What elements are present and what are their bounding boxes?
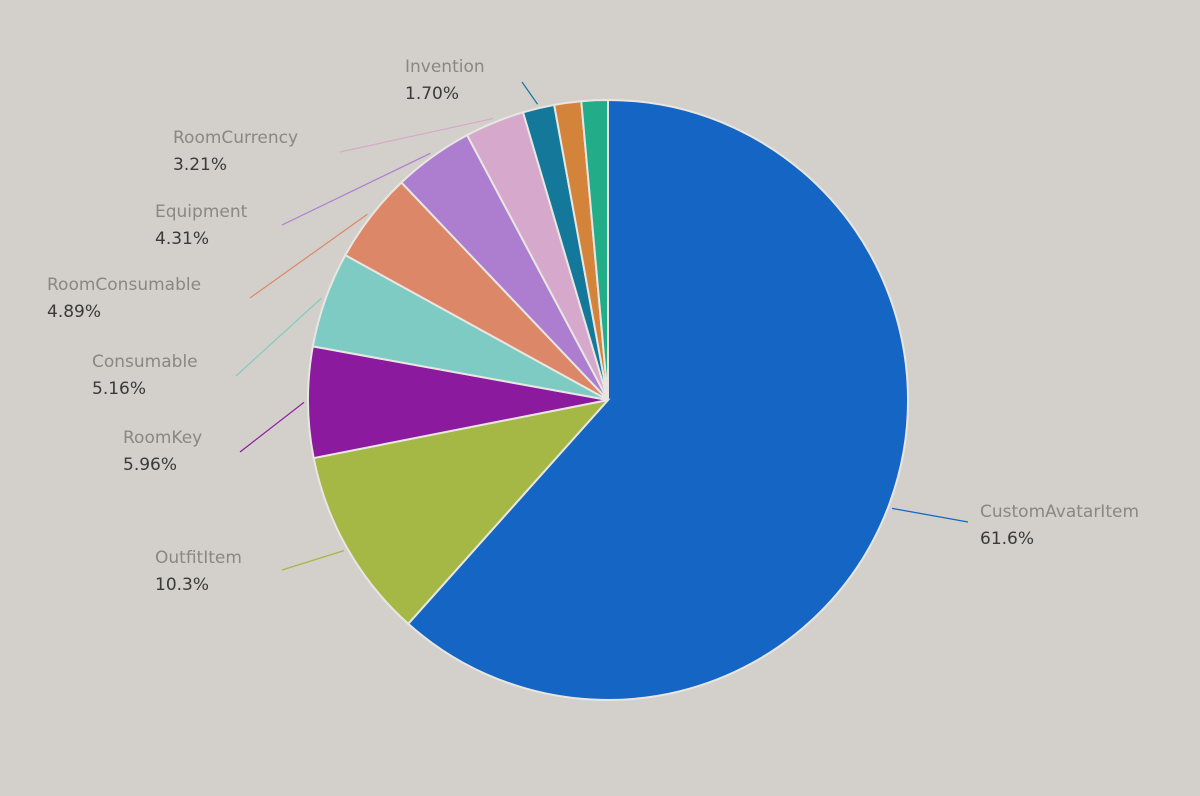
leader-line (239, 401, 305, 453)
slice-value: 3.21% (173, 155, 227, 175)
slice-label: OutfitItem (155, 548, 242, 568)
slice-value: 61.6% (980, 529, 1034, 549)
pie-slice (406, 98, 909, 701)
leader-line (281, 152, 431, 226)
slice-value: 1.70% (405, 84, 459, 104)
slice-value: 5.16% (92, 379, 146, 399)
slice-label: RoomKey (123, 428, 202, 448)
slice-label: RoomCurrency (173, 128, 298, 148)
slice-value: 4.89% (47, 302, 101, 322)
slice-label: Consumable (92, 352, 198, 372)
leader-line (521, 81, 539, 105)
slice-label: CustomAvatarItem (980, 502, 1139, 522)
leader-line (249, 213, 368, 299)
slice-label: Equipment (155, 202, 248, 222)
slice-value: 10.3% (155, 575, 209, 595)
slice-value: 5.96% (123, 455, 177, 475)
leader-line (235, 297, 322, 377)
pie-slice (580, 98, 609, 401)
slice-label: Invention (405, 57, 485, 77)
leader-line (281, 550, 345, 571)
pie-slice (312, 398, 611, 626)
leader-line (891, 507, 969, 523)
slice-label: RoomConsumable (47, 275, 201, 295)
leader-line (339, 118, 494, 153)
slice-value: 4.31% (155, 229, 209, 249)
